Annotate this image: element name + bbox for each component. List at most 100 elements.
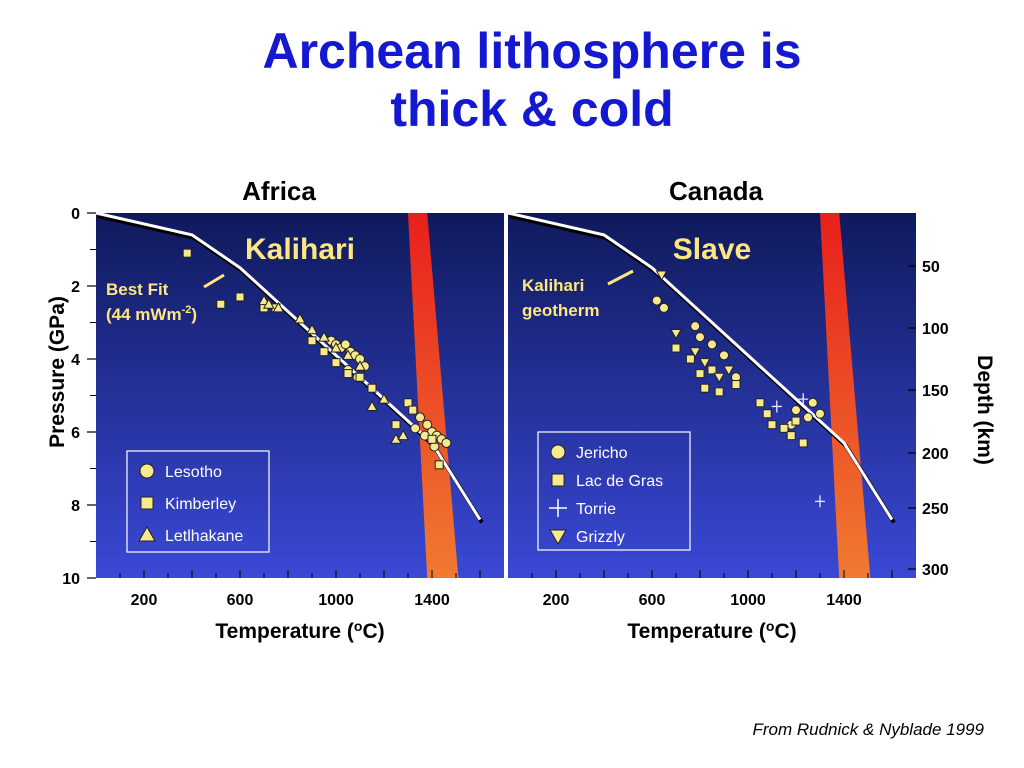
point-kimberley xyxy=(434,460,444,470)
legend-symbol-triangle-down xyxy=(549,529,567,546)
point-letlhakane xyxy=(318,331,330,342)
citation: From Rudnick & Nyblade 1999 xyxy=(752,720,984,739)
point-kimberley xyxy=(319,347,329,357)
legend-label: Lesotho xyxy=(165,464,222,481)
annotation-line-1: Best Fit xyxy=(106,280,169,299)
legend-symbol-triangle xyxy=(138,525,156,542)
legend-symbol-cross xyxy=(549,499,567,517)
point-grizzly xyxy=(698,358,711,369)
annotation-pointer xyxy=(203,273,225,289)
point-lac-de-gras xyxy=(671,343,681,353)
x-tick-label: 600 xyxy=(227,592,254,609)
annotation-line-2: geotherm xyxy=(522,301,599,320)
panel-africa: Kalihari Best Fit (44 mWm-2) Lesotho Kimberl… xyxy=(95,211,504,578)
panel-label: Slave xyxy=(673,233,751,266)
point-torrie xyxy=(771,400,782,413)
point-jericho xyxy=(651,295,662,306)
legend-symbol-circle xyxy=(139,463,155,479)
page-title: Archean lithosphere is thick & cold xyxy=(0,22,1024,138)
melt-band xyxy=(820,213,871,578)
point-grizzly xyxy=(670,328,682,340)
y-tick-label-depth: 250 xyxy=(922,501,949,518)
point-lesotho xyxy=(441,437,452,448)
panel-label: Kalihari xyxy=(245,233,355,266)
geotherm-line xyxy=(507,211,894,521)
point-letlhakane xyxy=(294,312,306,324)
legend-label: Lac de Gras xyxy=(576,473,663,490)
x-axis-label: Temperature (oC) xyxy=(627,618,796,643)
legend-symbol-circle xyxy=(550,444,566,460)
point-grizzly xyxy=(655,270,668,282)
point-jericho xyxy=(807,397,818,408)
point-kimberley xyxy=(403,398,413,408)
y-tick-label-depth: 50 xyxy=(922,259,940,276)
point-lac-de-gras xyxy=(707,365,717,375)
x-tick-label: 200 xyxy=(543,592,570,609)
point-torrie xyxy=(798,393,809,406)
x-axis-label: Temperature (oC) xyxy=(215,618,384,643)
legend-label: Jericho xyxy=(576,445,628,462)
point-letlhakane xyxy=(272,301,285,313)
point-kimberley xyxy=(182,248,192,258)
point-lesotho xyxy=(340,339,351,350)
y-tick-label: 0 xyxy=(71,206,80,223)
y-axis-label-right: Depth (km) xyxy=(973,355,996,465)
point-kimberley xyxy=(216,299,226,309)
point-letlhakane xyxy=(306,323,318,335)
region-heading: Africa xyxy=(242,176,316,206)
legend-label: Torrie xyxy=(576,501,616,518)
point-kimberley xyxy=(427,434,437,444)
y-tick-label-depth: 100 xyxy=(922,321,949,338)
point-kimberley xyxy=(391,420,401,430)
point-lesotho xyxy=(422,419,433,430)
point-jericho xyxy=(659,302,669,313)
point-grizzly xyxy=(713,372,726,384)
y-tick-label: 8 xyxy=(71,498,80,515)
point-lac-de-gras xyxy=(714,387,724,397)
point-letlhakane xyxy=(342,349,354,360)
point-lac-de-gras xyxy=(755,398,765,408)
legend-box xyxy=(126,450,270,553)
point-lac-de-gras xyxy=(685,354,695,364)
point-grizzly xyxy=(689,347,702,358)
y-tick-label-depth: 150 xyxy=(922,383,949,400)
point-lac-de-gras xyxy=(791,416,801,426)
point-lac-de-gras xyxy=(798,438,808,448)
y-tick-label: 4 xyxy=(71,352,80,369)
point-kimberley xyxy=(367,383,377,393)
y-axis-label-left: Pressure (GPa) xyxy=(46,296,69,448)
annotation-line-2: (44 mWm-2) xyxy=(106,304,197,324)
point-letlhakane xyxy=(354,360,366,371)
point-kimberley xyxy=(343,369,353,379)
legend-label: Grizzly xyxy=(576,529,625,546)
legend-symbol-square xyxy=(551,473,565,487)
region-heading: Canada xyxy=(669,176,763,206)
point-lac-de-gras xyxy=(731,380,741,390)
melt-band xyxy=(408,213,459,578)
point-jericho xyxy=(719,350,729,361)
x-tick-label: 600 xyxy=(639,592,666,609)
point-lac-de-gras xyxy=(700,383,710,393)
legend-symbol-square xyxy=(140,496,154,510)
point-kimberley xyxy=(331,358,341,368)
legend-label: Letlhakane xyxy=(165,528,243,545)
point-kimberley xyxy=(355,372,365,382)
legend-box xyxy=(537,431,691,551)
point-jericho xyxy=(690,321,701,332)
legend: Lesotho Kimberley Letlhakane xyxy=(126,450,270,553)
annotation-line-1: Kalihari xyxy=(522,276,584,295)
point-kimberley xyxy=(408,405,418,415)
point-letlhakane xyxy=(258,294,270,306)
x-tick-label: 1000 xyxy=(318,592,354,609)
point-jericho xyxy=(791,405,801,416)
point-grizzly xyxy=(722,365,735,376)
point-jericho xyxy=(695,332,705,343)
title-line-1: Archean lithosphere is xyxy=(262,23,802,79)
y-tick-label: 2 xyxy=(71,279,80,296)
y-tick-label: 10 xyxy=(62,571,80,588)
point-lesotho xyxy=(415,412,425,423)
point-torrie xyxy=(815,495,825,508)
x-tick-label: 1400 xyxy=(826,592,862,609)
panel-canada: Slave Kalihari geotherm Jericho Lac de Gras T… xyxy=(507,211,916,578)
